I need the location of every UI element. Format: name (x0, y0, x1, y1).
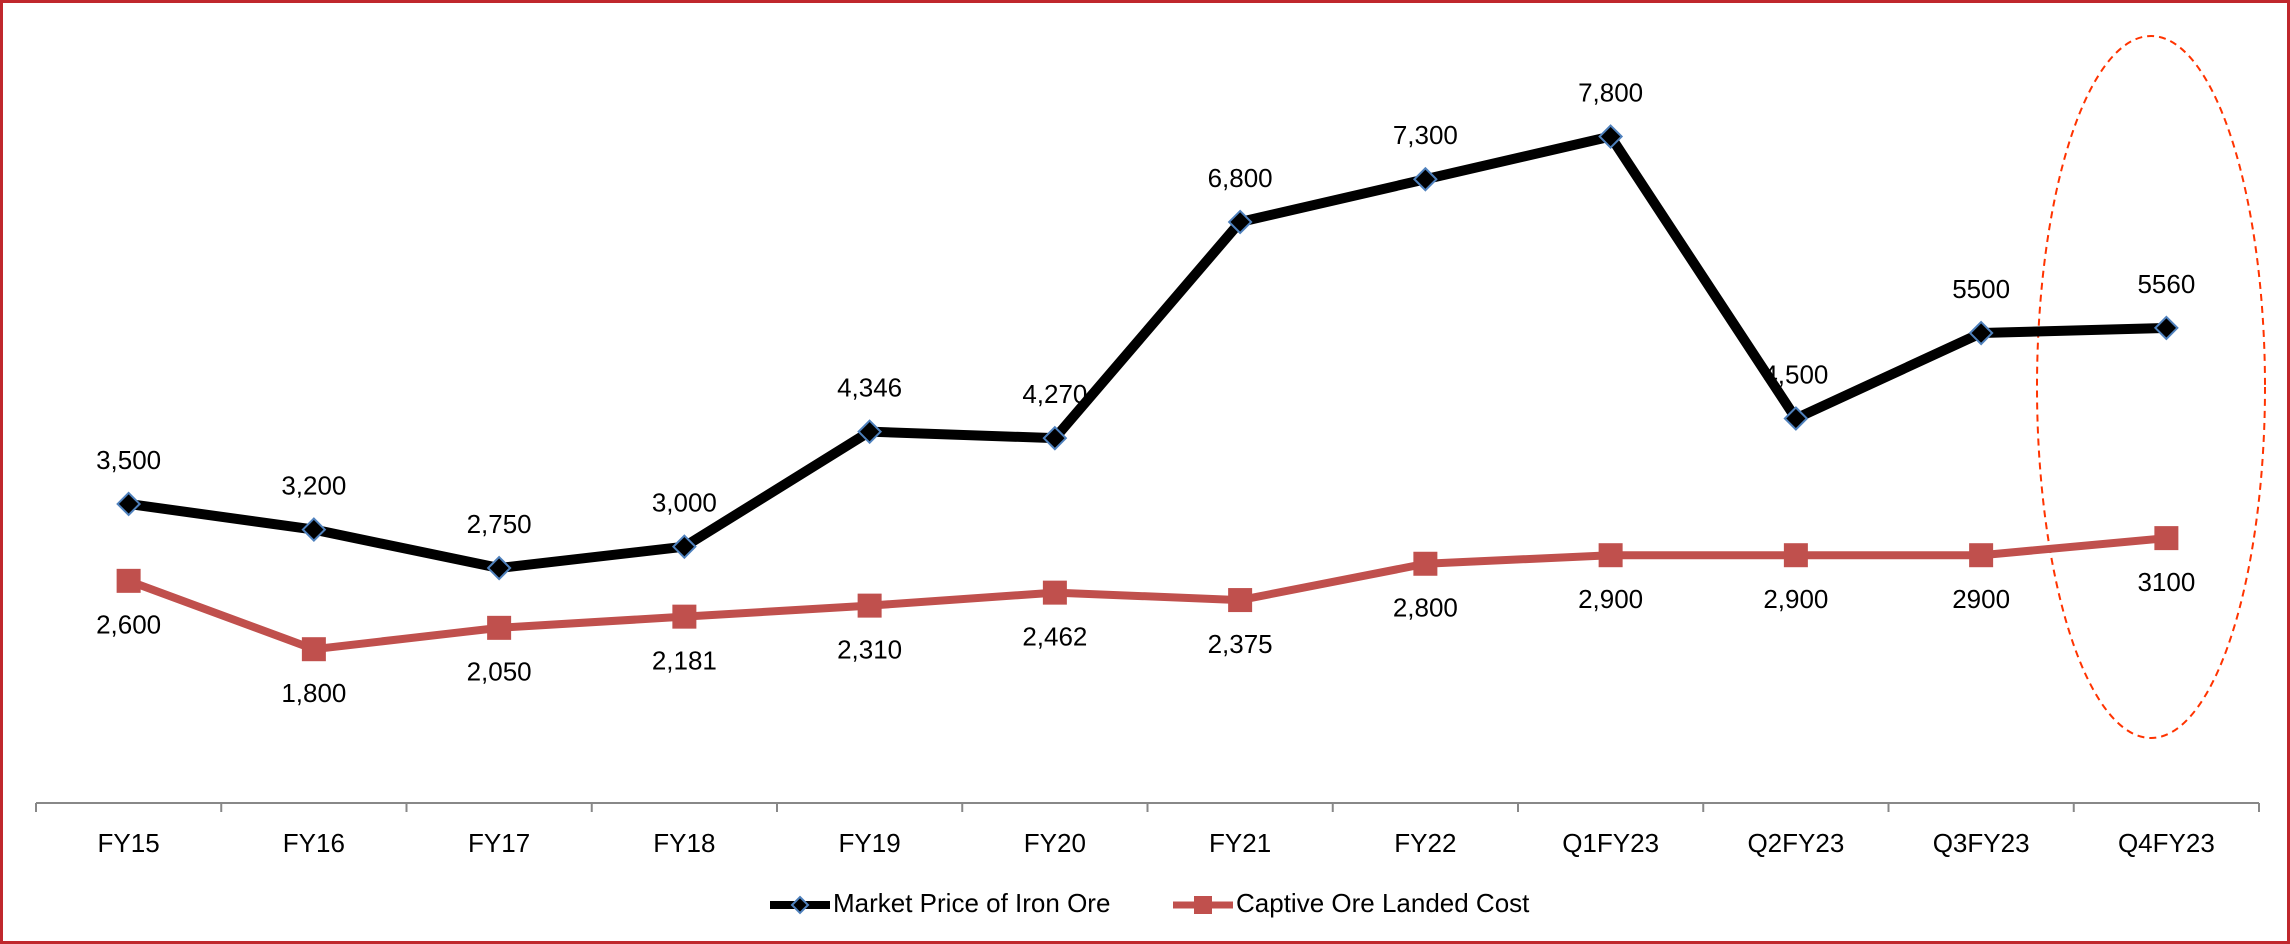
data-point (672, 604, 697, 629)
data-label: 2,462 (1022, 622, 1087, 652)
data-label: 7,300 (1393, 120, 1458, 150)
data-label: 2,800 (1393, 593, 1458, 623)
data-label: 2,050 (467, 657, 532, 687)
x-tick-label: FY18 (653, 828, 715, 858)
data-label: 2,181 (652, 646, 717, 676)
data-label: 5500 (1952, 274, 2010, 304)
legend-label: Captive Ore Landed Cost (1236, 888, 1530, 918)
data-label: 3,500 (96, 445, 161, 475)
data-point (1227, 209, 1253, 235)
data-point (116, 568, 141, 593)
data-point (301, 517, 327, 542)
x-tick-label: FY15 (98, 828, 160, 858)
x-tick-label: FY22 (1394, 828, 1456, 858)
data-label: 5560 (2137, 269, 2195, 299)
data-label: 1,800 (281, 678, 346, 708)
data-point (1598, 543, 1623, 568)
data-label: 2,900 (1578, 584, 1643, 614)
data-point (671, 534, 697, 560)
legend-label: Market Price of Iron Ore (833, 888, 1110, 918)
data-point (486, 555, 512, 581)
data-point (116, 491, 142, 517)
data-point (857, 419, 883, 445)
data-point (1042, 425, 1068, 451)
data-point (301, 637, 326, 662)
data-label: 3,200 (281, 470, 346, 500)
data-label: 7,800 (1578, 77, 1643, 107)
x-tick-label: Q1FY23 (1562, 828, 1659, 858)
data-label: 2,900 (1763, 584, 1828, 614)
data-label: 2,375 (1208, 629, 1273, 659)
data-label: 2,310 (837, 634, 902, 664)
data-label: 4,270 (1022, 379, 1087, 409)
legend-marker (790, 895, 810, 915)
series-line (127, 534, 2167, 654)
data-point (1598, 124, 1624, 149)
data-label: 6,800 (1208, 163, 1273, 193)
x-tick-label: FY19 (839, 828, 901, 858)
data-point (1412, 166, 1438, 192)
data-point (1413, 551, 1438, 576)
data-label: 4,346 (837, 373, 902, 403)
data-point (2153, 315, 2179, 341)
data-label: 2,750 (467, 509, 532, 539)
data-label: 2,600 (96, 610, 161, 640)
x-tick-label: FY21 (1209, 828, 1271, 858)
data-point (1783, 406, 1809, 431)
data-point (487, 615, 512, 640)
data-point (1228, 588, 1253, 613)
data-label: 2900 (1952, 584, 2010, 614)
data-point (1783, 543, 1808, 568)
x-tick-label: Q4FY23 (2118, 828, 2215, 858)
data-label: 4,500 (1763, 359, 1828, 389)
x-tick-label: FY16 (283, 828, 345, 858)
data-point (1969, 543, 1994, 568)
data-label: 3,000 (652, 488, 717, 518)
highlight-ellipse (2036, 35, 2266, 739)
legend-marker (1194, 896, 1212, 914)
x-tick-label: Q2FY23 (1747, 828, 1844, 858)
data-point (1042, 580, 1067, 605)
data-point (2154, 526, 2179, 551)
series-line (127, 131, 2167, 574)
x-tick-label: FY20 (1024, 828, 1086, 858)
data-label: 3100 (2137, 567, 2195, 597)
data-point (857, 593, 882, 618)
x-tick-label: Q3FY23 (1933, 828, 2030, 858)
x-tick-label: FY17 (468, 828, 530, 858)
data-point (1968, 320, 1994, 346)
